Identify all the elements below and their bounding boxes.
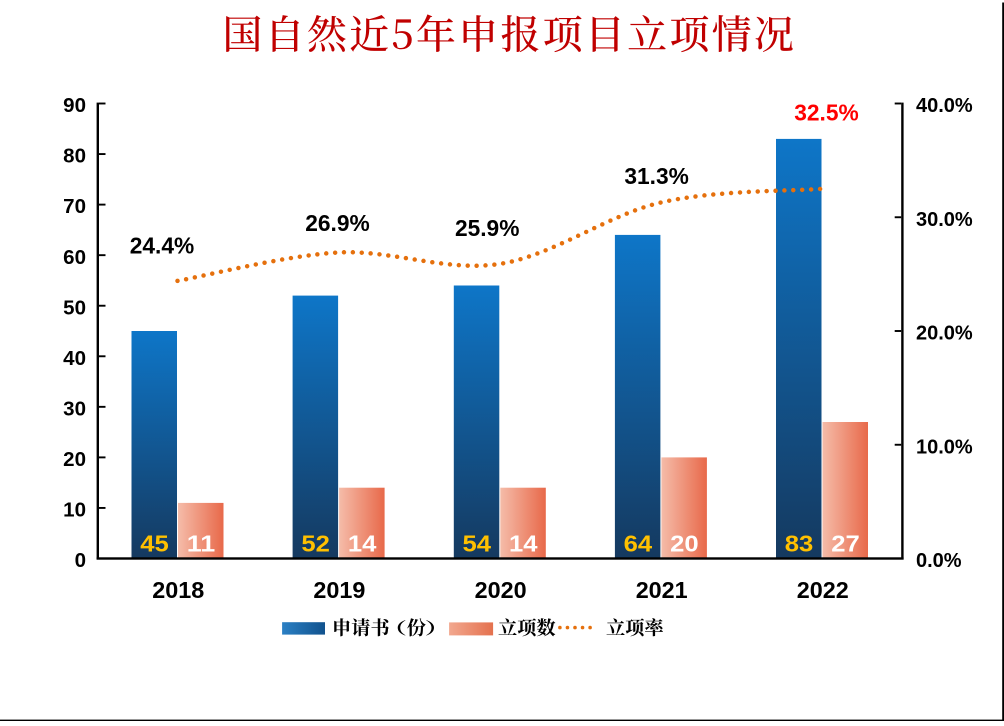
svg-text:24.4%: 24.4% — [130, 232, 195, 258]
svg-text:26.9%: 26.9% — [305, 210, 370, 236]
svg-text:40.0%: 40.0% — [916, 95, 973, 117]
svg-text:31.3%: 31.3% — [624, 163, 689, 189]
svg-text:2019: 2019 — [313, 577, 365, 603]
svg-text:20: 20 — [63, 449, 86, 471]
svg-text:90: 90 — [63, 95, 86, 117]
svg-text:20.0%: 20.0% — [916, 323, 973, 345]
svg-text:50: 50 — [63, 297, 86, 319]
svg-text:25.9%: 25.9% — [455, 215, 520, 241]
svg-text:0.0%: 0.0% — [916, 550, 962, 572]
svg-text:2020: 2020 — [475, 577, 527, 603]
svg-text:30.0%: 30.0% — [916, 209, 973, 231]
svg-text:80: 80 — [63, 146, 86, 168]
svg-text:70: 70 — [63, 196, 86, 218]
svg-text:32.5%: 32.5% — [794, 100, 859, 126]
svg-text:2022: 2022 — [797, 577, 849, 603]
svg-text:20: 20 — [670, 530, 699, 556]
svg-text:2018: 2018 — [152, 577, 204, 603]
svg-text:27: 27 — [831, 530, 860, 556]
svg-text:0: 0 — [75, 550, 86, 572]
svg-text:52: 52 — [301, 530, 330, 556]
svg-text:30: 30 — [63, 398, 86, 420]
svg-text:54: 54 — [463, 530, 492, 556]
svg-text:14: 14 — [509, 530, 538, 556]
svg-text:45: 45 — [140, 530, 169, 556]
svg-text:40: 40 — [63, 348, 86, 370]
svg-text:64: 64 — [624, 530, 653, 556]
svg-text:14: 14 — [348, 530, 377, 556]
svg-text:83: 83 — [785, 530, 814, 556]
svg-text:2021: 2021 — [636, 577, 688, 603]
svg-text:10: 10 — [63, 500, 86, 522]
svg-text:60: 60 — [63, 247, 86, 269]
svg-text:11: 11 — [187, 530, 216, 556]
svg-text:10.0%: 10.0% — [916, 436, 973, 458]
